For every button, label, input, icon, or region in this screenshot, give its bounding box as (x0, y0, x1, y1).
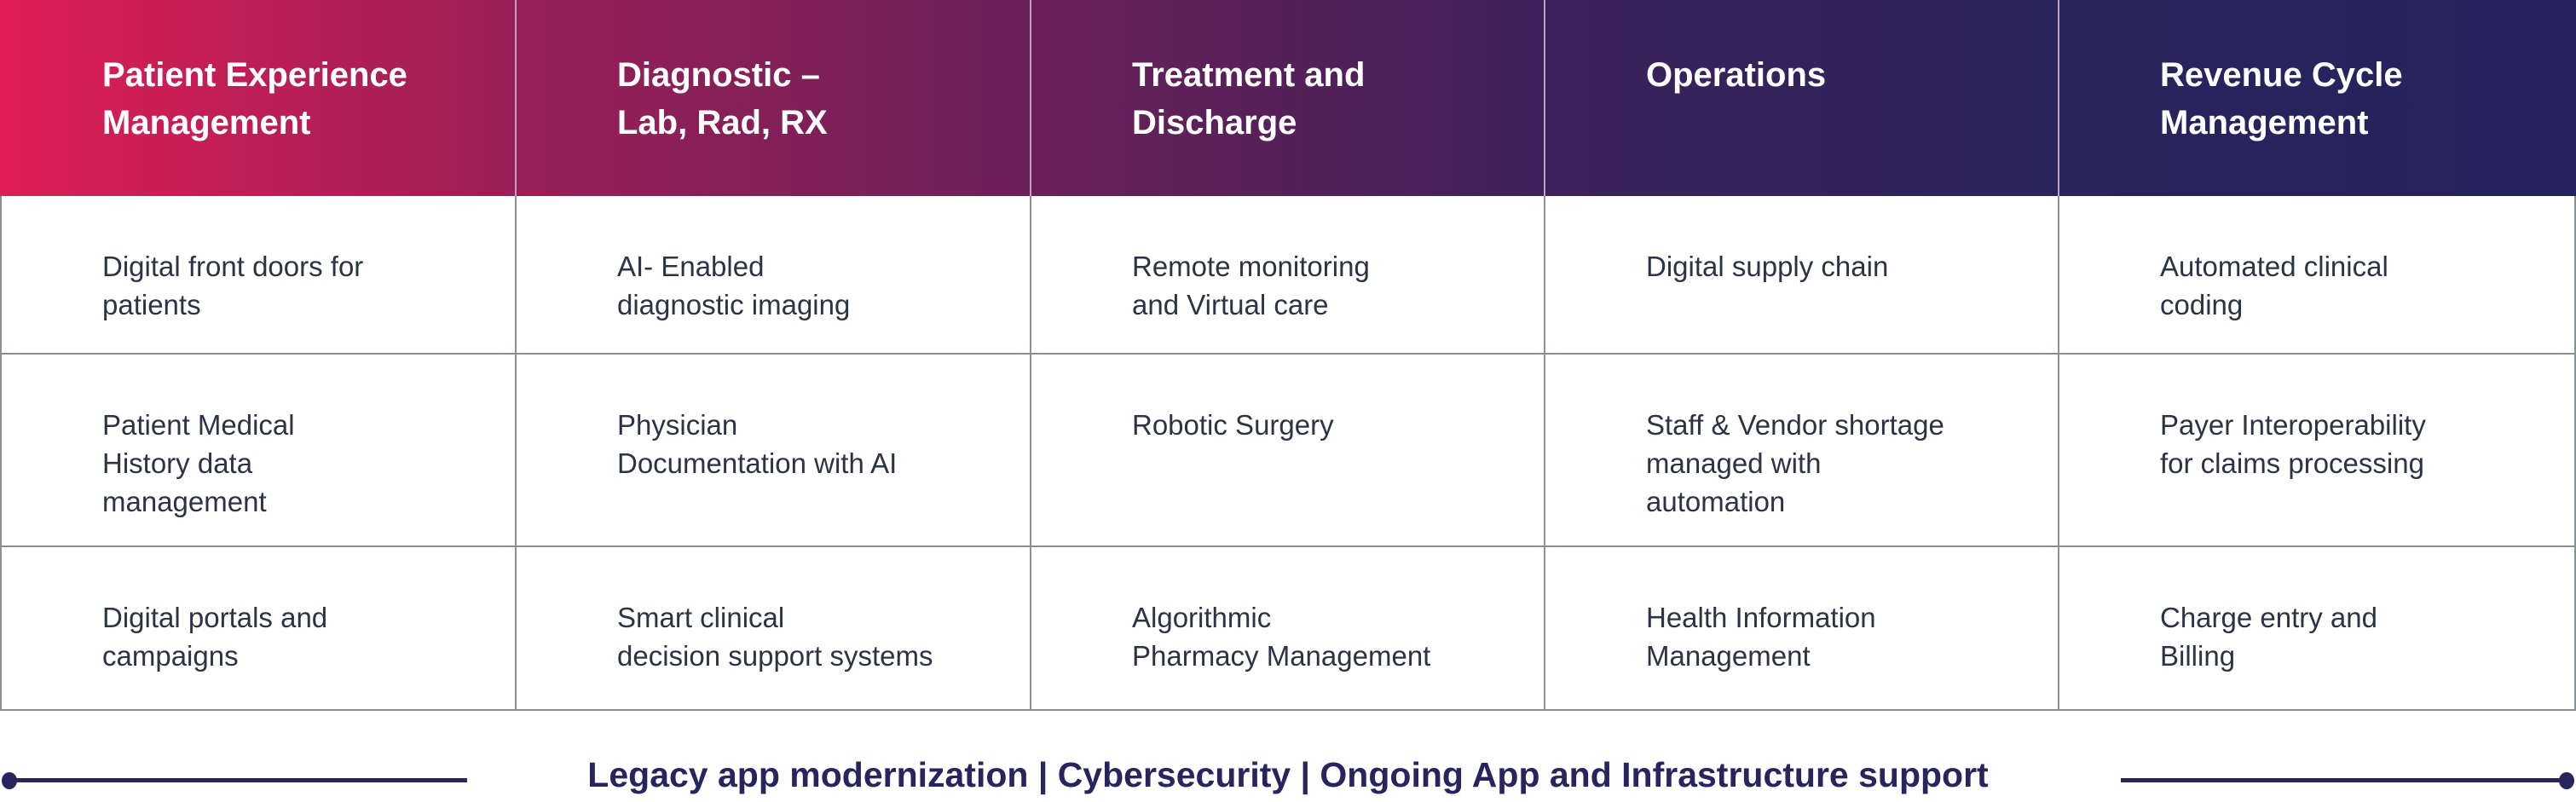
column-header: Patient Experience Management (0, 0, 517, 196)
grid-cell: Digital front doors for patients (0, 196, 517, 355)
grid-cell: Automated clinical coding (2059, 196, 2576, 355)
column-header: Revenue Cycle Management (2059, 0, 2576, 196)
header-text: Treatment and Discharge (1132, 56, 1366, 141)
grid-cell: Patient Medical History data management (0, 355, 517, 547)
left-divider-line (9, 778, 467, 782)
capabilities-grid: Patient Experience Management Diagnostic… (0, 0, 2576, 711)
header-text: Patient Experience Management (102, 56, 407, 141)
grid-cell: AI- Enabled diagnostic imaging (517, 196, 1031, 355)
grid-cell: Health Information Management (1545, 547, 2059, 711)
footer-banner: Legacy app modernization | Cybersecurity… (0, 750, 2576, 801)
grid-cell: Smart clinical decision support systems (517, 547, 1031, 711)
right-dot (2559, 772, 2574, 789)
grid-cell: Physician Documentation with AI (517, 355, 1031, 547)
grid-cell: Digital supply chain (1545, 196, 2059, 355)
grid-cell: Algorithmic Pharmacy Management (1031, 547, 1545, 711)
grid-cell: Charge entry and Billing (2059, 547, 2576, 711)
footer-text: Legacy app modernization | Cybersecurity… (587, 755, 1989, 794)
grid-cell: Staff & Vendor shortage managed with aut… (1545, 355, 2059, 547)
column-header: Operations (1545, 0, 2059, 196)
header-text: Operations (1646, 56, 1827, 94)
grid-cell: Payer Interoperability for claims proces… (2059, 355, 2576, 547)
grid-cell: Digital portals and campaigns (0, 547, 517, 711)
right-divider-line (2121, 778, 2568, 782)
grid-cell: Remote monitoring and Virtual care (1031, 196, 1545, 355)
column-header: Treatment and Discharge (1031, 0, 1545, 196)
header-text: Revenue Cycle Management (2160, 56, 2403, 141)
header-text: Diagnostic – Lab, Rad, RX (617, 56, 828, 141)
column-header: Diagnostic – Lab, Rad, RX (517, 0, 1031, 196)
grid-cell: Robotic Surgery (1031, 355, 1545, 547)
